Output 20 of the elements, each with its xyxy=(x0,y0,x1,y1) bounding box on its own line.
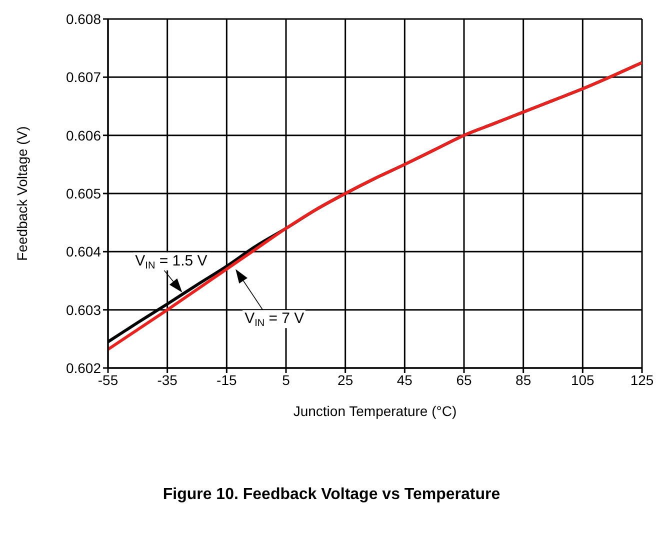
y-axis-title: Feedback Voltage (V) xyxy=(14,126,30,261)
x-tick-label: 85 xyxy=(516,372,532,388)
x-tick-label: 65 xyxy=(456,372,472,388)
text: Figure 10. Feedback Voltage vs Temperature xyxy=(162,486,502,504)
y-tick-label: 0.604 xyxy=(66,244,102,260)
annotation: V$_{IN}$ = 7 V xyxy=(244,310,304,330)
y-tick-label: 0.605 xyxy=(66,185,102,202)
x-tick-label: -15 xyxy=(216,372,237,388)
x-tick-label: 25 xyxy=(338,372,354,388)
x-tick-label: 45 xyxy=(396,372,413,388)
y-tick-label: 0.603 xyxy=(66,302,102,318)
x-axis-title: Junction Temperature (°C) xyxy=(293,403,457,419)
x-tick-label: 105 xyxy=(570,372,595,388)
x-tick-label: -35 xyxy=(157,372,178,388)
y-tick-label: 0.607 xyxy=(66,69,102,86)
x-tick-label: 5 xyxy=(282,372,290,388)
x-tick-label: 125 xyxy=(630,372,654,388)
y-tick-label: 0.606 xyxy=(66,127,102,144)
y-tick-label: 0.608 xyxy=(66,10,102,27)
annotation: V$_{IN}$ = 1.5 V xyxy=(135,252,208,272)
